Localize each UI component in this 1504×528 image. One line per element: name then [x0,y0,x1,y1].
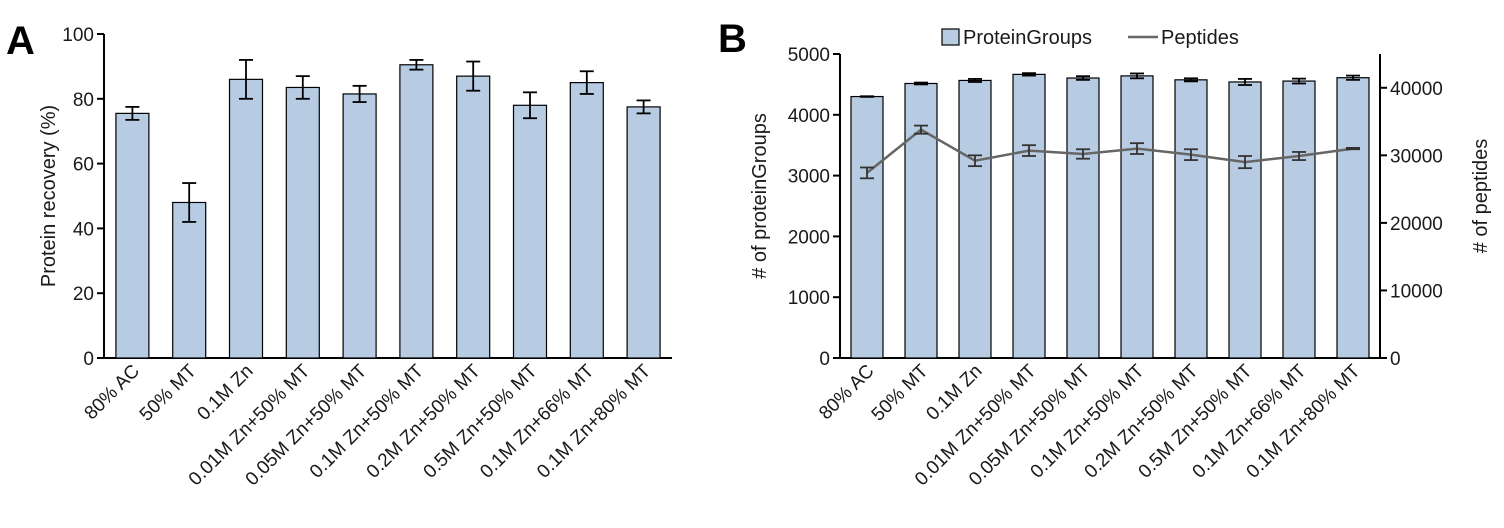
panel-b-legend: ProteinGroups Peptides [941,27,1239,49]
panel-a-y-tick-label: 40 [73,219,94,240]
panel-b-category-label: 80% AC [815,361,878,424]
panel-b-chart: 0 1000 2000 3000 4000 5000 0 10000 20000 30000 400… [788,45,1443,490]
panel-a-bar [456,75,491,359]
panel-b-y2-tick-label: 30000 [1390,146,1443,167]
panel-a-category-label: 50% MT [136,360,201,425]
panel-b-y-tick-label: 0 [819,349,830,370]
panel-a-y-axis-label: Protein recovery (%) [38,105,60,287]
panel-a-bar [342,93,377,359]
panel-a-bar [399,64,434,359]
legend-proteingroups-label: ProteinGroups [963,27,1092,49]
panel-b-proteingroups-bar [850,95,884,359]
panel-b-proteingroups-bar [1174,79,1208,359]
panel-b-y2-tick-label: 0 [1390,349,1401,370]
panel-b-y-tick-label: 1000 [788,288,830,309]
panel-a-y-tick-label: 100 [62,25,94,46]
panel-b-y2-axis-label: # of peptides [1470,139,1492,254]
legend-peptides-label: Peptides [1161,27,1239,49]
panel-a-bar [569,81,604,359]
panel-b-peptides-line [866,128,1354,174]
panel-b-proteingroups-bar [1120,75,1154,359]
panel-b-y2-tick-label: 20000 [1390,214,1443,235]
panel-b-proteingroups-bar [1012,73,1046,359]
panel-b-y2-tick-label: 40000 [1390,79,1443,100]
legend-proteingroups-swatch [941,28,960,46]
panel-b-y-tick-label: 3000 [788,167,830,188]
panel-b-proteingroups-bar [1336,77,1370,359]
panel-a-y-tick-label: 0 [83,349,94,370]
panel-b-y-axis-label: # of proteinGroups [749,113,771,279]
panel-b-letter: B [718,17,747,61]
panel-b-category-label: 50% MT [868,360,933,425]
panel-b-proteingroups-bar [1228,81,1262,359]
panel-b-proteingroups-bar [958,79,992,359]
panel-b-y-tick-label: 2000 [788,227,830,248]
panel-a-bar [115,112,150,359]
panel-b-proteingroups-bar [1282,80,1316,359]
panel-a-y-tick-label: 60 [73,155,94,176]
panel-a-y-tick-label: 20 [73,284,94,305]
panel-b-proteingroups-bar [1066,77,1100,359]
panel-a-bar [626,106,661,359]
panel-a-bar [172,201,207,359]
panel-a-bar [512,104,548,359]
panel-a-letter: A [6,19,35,63]
panel-a-bar [285,86,320,359]
panel-b-y-tick-label: 5000 [788,45,830,66]
panel-a-y-tick-label: 80 [73,90,94,111]
panel-b-y-tick-label: 4000 [788,106,830,127]
panel-b-y2-tick-label: 10000 [1390,281,1443,302]
panel-b-proteingroups-bar [904,82,938,359]
panel-a-bar [228,78,264,359]
panel-a-category-label: 80% AC [81,361,144,424]
